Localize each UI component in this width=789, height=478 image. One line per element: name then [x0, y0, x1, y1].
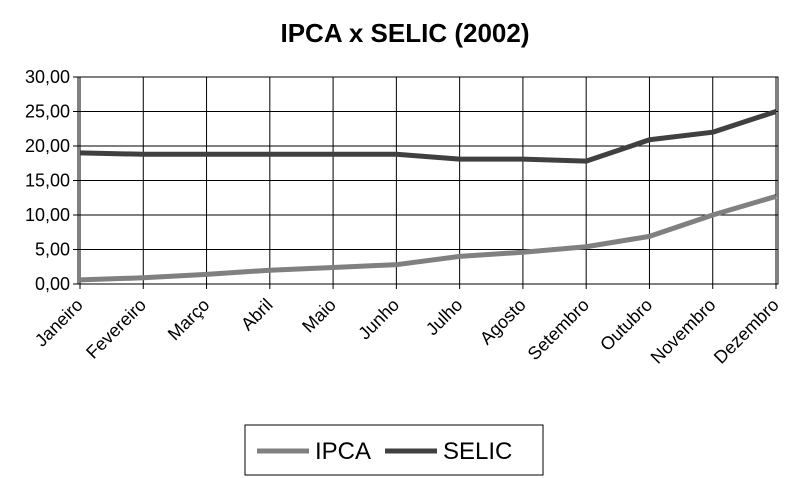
- legend-label: SELIC: [443, 438, 512, 465]
- x-tick-label: Setembro: [524, 295, 593, 364]
- y-tick-label: 30,00: [25, 67, 70, 87]
- chart-title: IPCA x SELIC (2002): [280, 18, 529, 48]
- x-tick-label: Junho: [354, 295, 403, 344]
- x-tick-label: Julho: [422, 295, 467, 340]
- x-tick-label: Outubro: [596, 295, 656, 355]
- y-tick-label: 10,00: [25, 205, 70, 225]
- x-tick-label: Janeiro: [31, 295, 87, 351]
- y-tick-label: 25,00: [25, 102, 70, 122]
- x-tick-label: Novembro: [647, 295, 720, 368]
- x-tick-label: Abril: [237, 295, 277, 335]
- x-tick-label: Março: [164, 295, 214, 345]
- x-tick-label: Maio: [298, 295, 340, 337]
- legend-label: IPCA: [315, 438, 371, 465]
- y-tick-label: 0,00: [35, 274, 70, 294]
- line-series: [79, 193, 777, 283]
- x-tick-label: Fevereiro: [82, 295, 150, 363]
- line-series: [79, 109, 777, 164]
- y-tick-label: 20,00: [25, 136, 70, 156]
- x-tick-label: Agosto: [476, 295, 530, 349]
- x-tick-label: Dezembro: [710, 295, 783, 368]
- y-tick-label: 15,00: [25, 171, 70, 191]
- y-tick-label: 5,00: [35, 240, 70, 260]
